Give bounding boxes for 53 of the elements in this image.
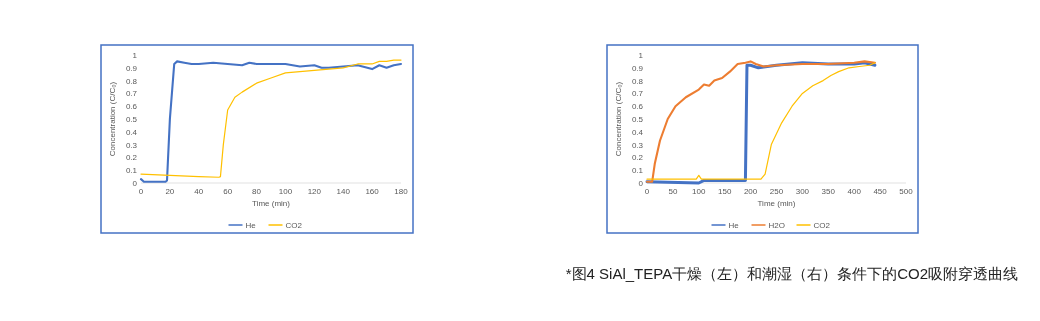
- x-tick-label: 200: [743, 187, 758, 196]
- y-tick-label: 0.1: [631, 166, 644, 176]
- x-tick-label: 150: [718, 187, 732, 196]
- y-tick-label: 0.5: [125, 115, 138, 124]
- x-tick-label: 250: [769, 187, 784, 196]
- x-tick-label: 100: [278, 187, 293, 196]
- y-tick-label: 0.4: [631, 127, 644, 137]
- y-axis-title: Concentration (C/C₀): [614, 81, 623, 157]
- y-tick-label: 0.6: [631, 102, 644, 112]
- x-tick-label: 60: [223, 187, 233, 196]
- text: *图4 SiAl_TEPA干燥（左）和潮湿（右）条件下的CO2吸附穿透曲线: [565, 265, 1018, 282]
- legend-label: CO2: [813, 221, 831, 230]
- x-tick-label: 40: [194, 187, 204, 196]
- legend-label: CO2: [285, 221, 303, 230]
- x-axis-title: Time (min): [252, 199, 291, 208]
- x-tick-label: 140: [336, 187, 351, 196]
- x-tick-label: 80: [252, 187, 262, 196]
- y-tick-label: 1: [638, 51, 644, 60]
- x-tick-label: 350: [821, 187, 836, 196]
- y-tick-label: 0.8: [631, 76, 644, 86]
- legend-label: He: [728, 221, 740, 230]
- y-tick-label: 0.3: [125, 140, 138, 150]
- legend-label: He: [245, 221, 257, 230]
- x-tick-label: 450: [873, 187, 888, 196]
- y-tick-label: 0.1: [125, 166, 138, 176]
- y-tick-label: 0.9: [631, 63, 644, 73]
- y-tick-label: 0.2: [125, 153, 138, 163]
- y-tick-label: 0.2: [631, 153, 644, 163]
- x-tick-label: 0: [138, 187, 144, 196]
- y-tick-label: 0.6: [125, 102, 138, 112]
- y-axis-title: Concentration (C/C₀): [108, 81, 117, 157]
- x-axis-title: Time (min): [757, 199, 796, 208]
- x-tick-label: 300: [795, 187, 810, 196]
- x-tick-label: 0: [644, 187, 650, 196]
- x-tick-label: 500: [899, 187, 914, 196]
- y-tick-label: 0.7: [631, 89, 644, 99]
- y-tick-label: 0.9: [125, 63, 138, 73]
- y-tick-label: 0.8: [125, 76, 138, 86]
- y-tick-label: 1: [132, 51, 138, 60]
- y-tick-label: 0.4: [125, 127, 138, 137]
- legend-label: H2O: [768, 221, 785, 230]
- y-tick-label: 0.7: [125, 89, 138, 99]
- x-tick-label: 400: [847, 187, 862, 196]
- y-tick-label: 0: [132, 179, 138, 188]
- x-tick-label: 180: [394, 187, 409, 196]
- x-tick-label: 20: [165, 187, 175, 196]
- y-tick-label: 0.5: [631, 115, 644, 124]
- y-tick-label: 0.3: [631, 140, 644, 150]
- y-tick-label: 0: [638, 179, 644, 188]
- x-tick-label: 100: [692, 187, 707, 196]
- x-tick-label: 50: [668, 187, 678, 196]
- x-tick-label: 160: [365, 187, 380, 196]
- x-tick-label: 120: [307, 187, 322, 196]
